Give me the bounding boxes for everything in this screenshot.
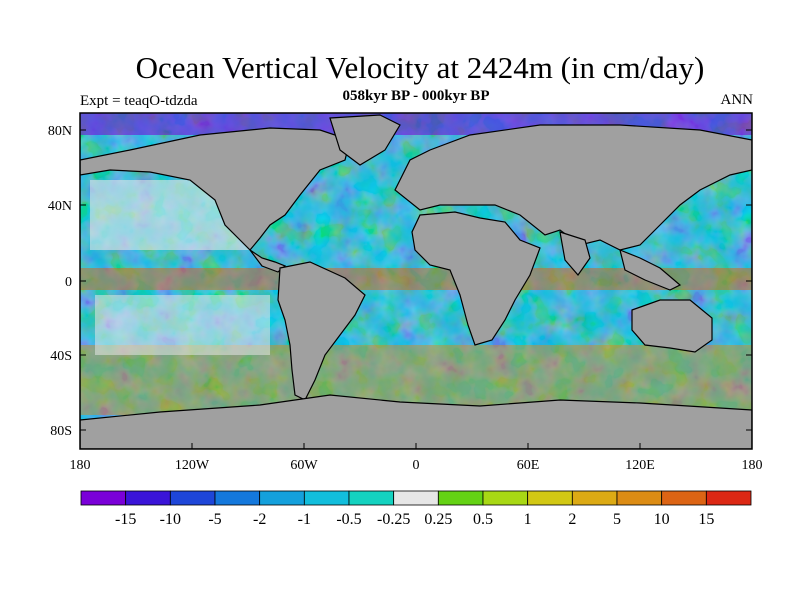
colorbar-box [169,490,216,506]
colorbar-label: -0.25 [377,511,410,528]
lat-label: 40N [48,199,72,214]
africa [411,211,541,346]
colorbar-box [393,490,439,506]
colorbar-box [214,490,261,506]
lat-label: 80S [50,424,72,439]
colorbar-box [80,490,127,506]
colorbar-label: 10 [654,511,670,528]
colorbar-label: -2 [253,511,266,528]
colorbar-box [482,490,529,506]
colorbar-label: -15 [115,511,136,528]
lon-label: 120W [175,458,210,473]
india [559,231,591,276]
latitude-axis: 80N 40N 0 40S 80S [48,124,752,439]
land-masses [80,114,752,449]
lon-label: 0 [413,458,420,473]
lat-label: 0 [65,275,72,290]
colorbar-label: 15 [698,511,714,528]
colorbar-label: 0.25 [424,511,452,528]
colorbar-box [303,490,350,506]
lon-label: 60E [517,458,540,473]
colorbar-box [437,490,484,506]
colorbar-labels: -15 -10 -5 -2 -1 -0.5 -0.25 0.25 0.5 1 2 5 10 15 [115,511,714,528]
lat-label: 80N [48,124,72,139]
colorbar-label: 5 [613,511,621,528]
map-title: Ocean Vertical Velocity at 2424m (in cm/… [135,50,705,85]
colorbar-label: 2 [568,511,576,528]
experiment-label: Expt = teaqO-tdzda [80,93,198,109]
south-america [277,261,366,401]
north-america [80,127,351,251]
map-subtitle: 058kyr BP - 000kyr BP [342,88,490,104]
australia [631,299,713,353]
colorbar-box [527,490,573,506]
lat-label: 40S [50,349,72,364]
colorbar-box [661,490,707,506]
colorbar-box [571,490,618,506]
colorbar-label: -5 [208,511,221,528]
colorbar-label: -1 [298,511,311,528]
colorbar-box [705,490,752,506]
south-pacific-pale [95,295,270,355]
lon-label: 60W [290,458,318,473]
southeast-asia [619,249,682,291]
colorbar-boxes [80,490,752,506]
colorbar-box [348,490,395,506]
colorbar-label: -10 [160,511,181,528]
colorbar-box [259,490,305,506]
eurasia [394,124,752,251]
colorbar-label: -0.5 [336,511,361,528]
longitude-axis: 180 120W 60W 0 60E 120E 180 [70,443,763,473]
equatorial-band [80,268,752,290]
season-label: ANN [720,92,754,108]
colorbar-label: 0.5 [473,511,493,528]
colorbar-box [125,490,171,506]
lon-label: 180 [742,458,763,473]
antarctica [80,394,752,449]
colorbar-box [616,490,663,506]
greenland [329,114,401,166]
colorbar-label: 1 [524,511,532,528]
lon-label: 120E [625,458,655,473]
central-america [249,249,287,273]
lon-label: 180 [70,458,91,473]
